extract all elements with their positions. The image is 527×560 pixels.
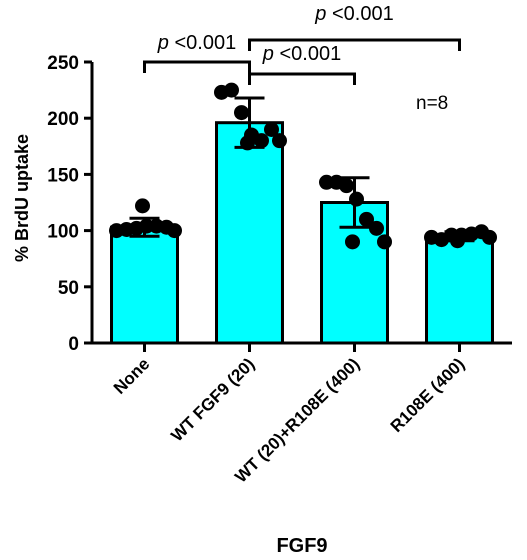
y-tick-label: 50: [58, 278, 79, 299]
data-point: [234, 105, 249, 121]
significance-bracket: p <0.001: [248, 43, 356, 85]
n-label: n=8: [416, 93, 448, 114]
p-value-label: p <0.001: [157, 32, 236, 54]
x-tick-label: R108E (400): [387, 354, 469, 436]
data-point: [254, 133, 269, 149]
data-point: [450, 233, 465, 249]
data-point: [167, 223, 182, 239]
data-point: [359, 211, 374, 227]
data-point: [345, 234, 360, 250]
y-axis-label: % BrdU uptake: [12, 134, 32, 262]
error-bars-layer: [129, 96, 475, 243]
data-point: [240, 135, 255, 151]
bar: [110, 225, 179, 345]
data-point: [224, 82, 239, 98]
significance-brackets-layer: p <0.001 p <0.001 p <0.001: [143, 3, 461, 85]
p-value-label: p <0.001: [314, 3, 393, 25]
y-tick-label: 250: [47, 53, 79, 74]
bar: [425, 234, 494, 345]
y-tick-label: 0: [68, 334, 79, 355]
x-tick-label: None: [110, 354, 153, 397]
data-point: [349, 191, 364, 207]
data-point: [339, 178, 354, 194]
data-point: [377, 234, 392, 250]
significance-bracket: p <0.001: [248, 3, 461, 51]
data-point: [272, 133, 287, 149]
x-ticks-layer: None WT FGF9 (20)WT (20)+R108E (400) R108E…: [110, 343, 468, 486]
significance-bracket: p <0.001: [143, 32, 251, 73]
x-axis-label: FGF9: [276, 535, 327, 557]
bar: [215, 121, 284, 345]
y-ticks-layer: 0 50 100 150 200 250: [47, 53, 92, 355]
y-tick-label: 150: [47, 165, 79, 186]
p-value-label: p <0.001: [262, 43, 341, 65]
data-point: [264, 121, 279, 137]
axes-layer: [90, 62, 512, 345]
y-tick-label: 200: [47, 109, 79, 130]
data-point: [135, 198, 150, 214]
data-point: [369, 220, 384, 236]
data-points-layer: [109, 82, 497, 250]
x-tick-label: WT FGF9 (20): [167, 354, 258, 445]
data-point: [482, 229, 497, 245]
y-tick-label: 100: [47, 222, 79, 243]
